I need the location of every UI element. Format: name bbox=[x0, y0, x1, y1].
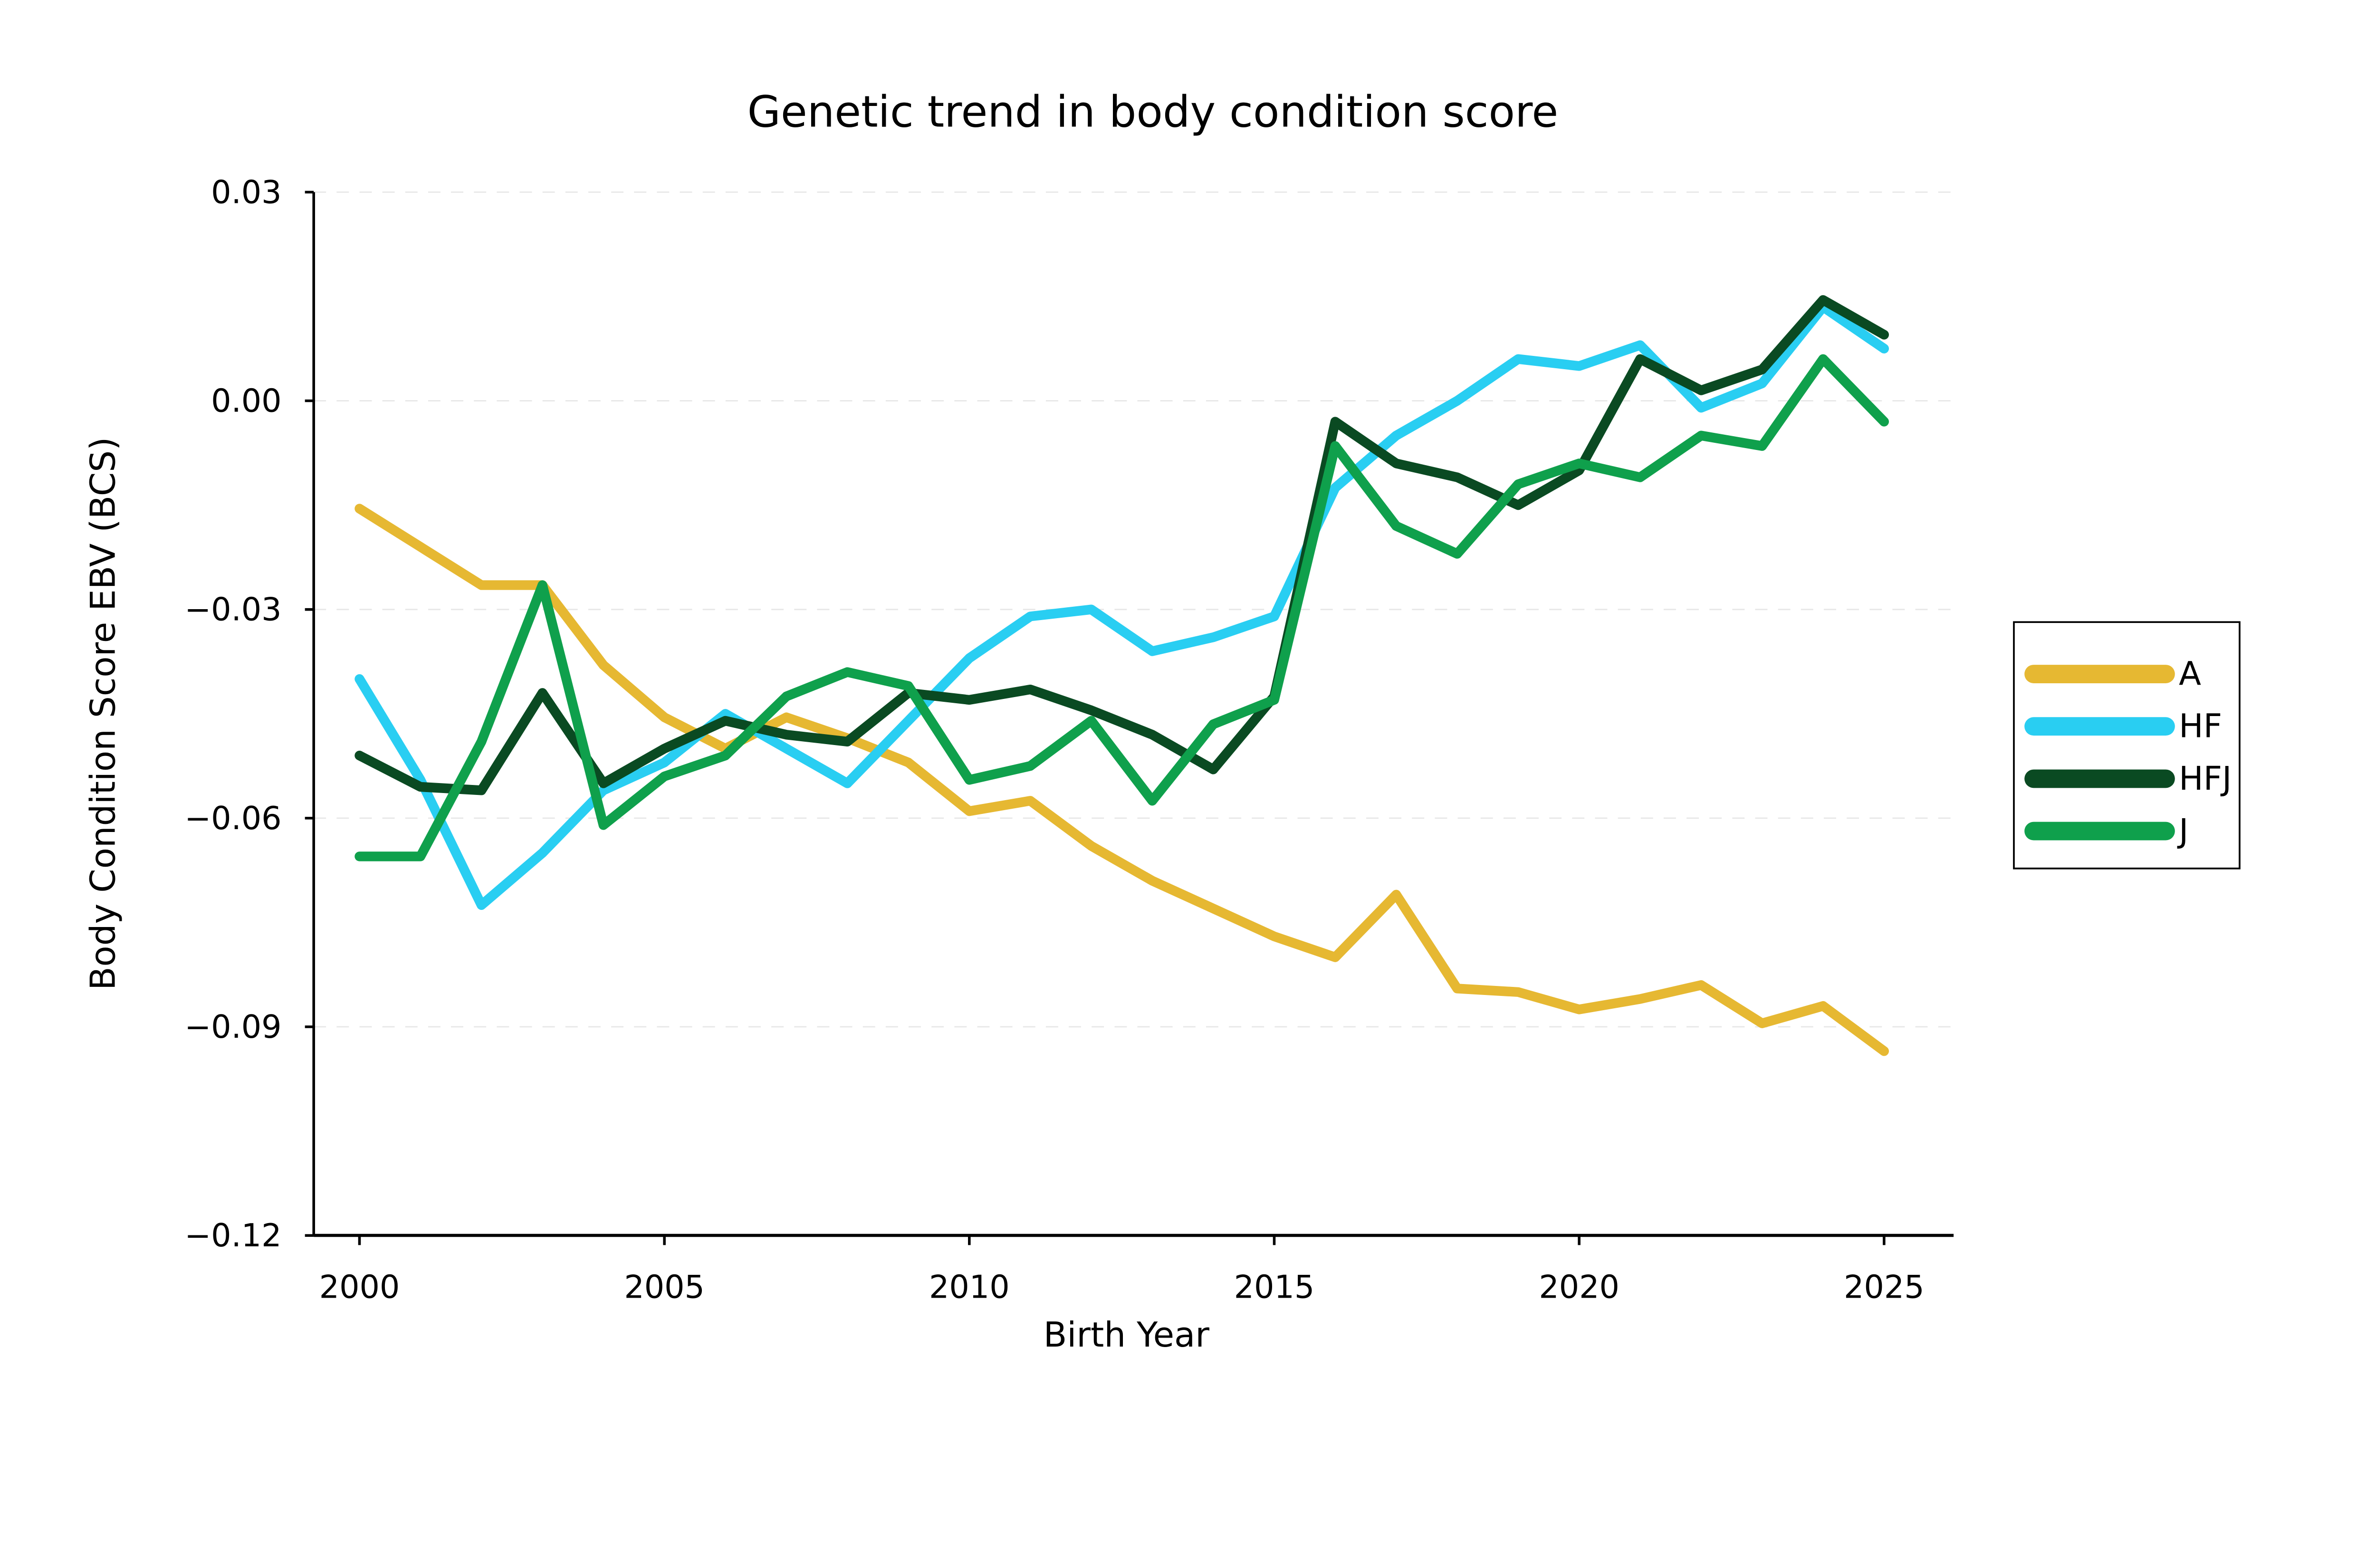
chart-title: Genetic trend in body condition score bbox=[747, 87, 1559, 137]
x-tick-label: 2015 bbox=[1234, 1268, 1315, 1305]
x-tick-label: 2025 bbox=[1844, 1268, 1925, 1305]
legend-label-HF: HF bbox=[2179, 708, 2222, 746]
series-lines bbox=[354, 295, 1889, 1056]
y-axis-label: Body Condition Score EBV (BCS) bbox=[84, 437, 124, 990]
x-tick-label: 2000 bbox=[319, 1268, 400, 1305]
line-chart: 0.03 0.00 −0.03 −0.06 −0.09 −0.12 2000 2005 2010… bbox=[0, 0, 2376, 1452]
legend: A HF HFJ J bbox=[2013, 621, 2241, 870]
x-axis-label: Birth Year bbox=[1044, 1315, 1210, 1355]
legend-label-A: A bbox=[2179, 655, 2201, 693]
series-line-HFJ bbox=[354, 295, 1889, 795]
legend-label-HFJ: HFJ bbox=[2179, 760, 2232, 798]
series-line-J bbox=[354, 354, 1889, 861]
x-tick-label: 2020 bbox=[1539, 1268, 1619, 1305]
y-tick-label: 0.03 bbox=[211, 173, 281, 210]
axes: 0.03 0.00 −0.03 −0.06 −0.09 −0.12 2000 2005 2010… bbox=[184, 173, 1954, 1305]
legend-label-J: J bbox=[2177, 812, 2188, 850]
chart-background bbox=[0, 0, 2376, 1452]
y-tick-label: −0.03 bbox=[184, 591, 281, 628]
y-tick-label: −0.09 bbox=[184, 1008, 281, 1045]
y-tick-label: 0.00 bbox=[211, 382, 281, 420]
chart-figure: 0.03 0.00 −0.03 −0.06 −0.09 −0.12 2000 2005 2010… bbox=[0, 0, 2376, 1452]
series-line-HF bbox=[354, 302, 1889, 910]
x-tick-label: 2005 bbox=[624, 1268, 705, 1305]
series-line-A bbox=[354, 504, 1889, 1056]
y-tick-label: −0.12 bbox=[184, 1217, 281, 1254]
y-tick-label: −0.06 bbox=[184, 800, 281, 837]
x-tick-label: 2010 bbox=[929, 1268, 1010, 1305]
